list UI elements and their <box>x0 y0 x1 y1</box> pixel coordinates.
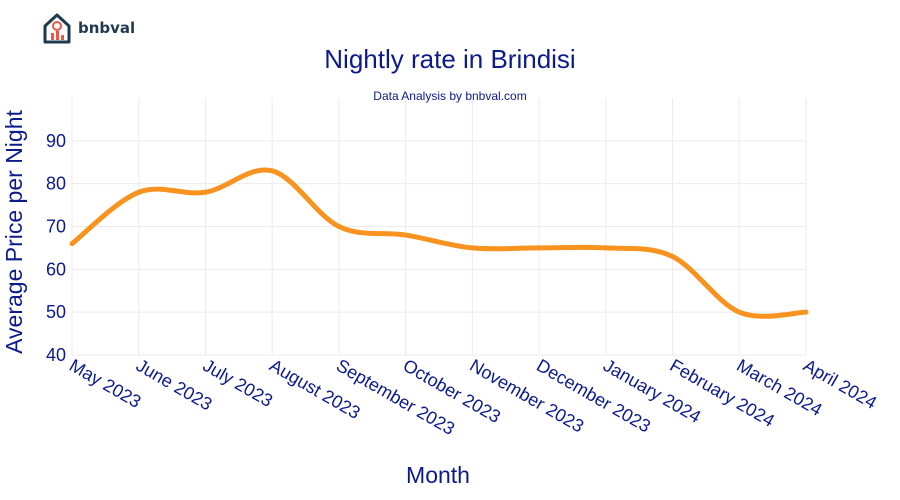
x-tick-label: May 2023 <box>66 355 144 412</box>
y-tick-label: 90 <box>46 131 66 151</box>
data-point <box>70 241 75 246</box>
brand-logo: bnbval <box>42 12 135 44</box>
data-point <box>270 168 275 173</box>
y-tick-label: 80 <box>46 174 66 194</box>
series-line <box>69 167 809 319</box>
data-point <box>336 224 341 229</box>
y-tick-label: 70 <box>46 217 66 237</box>
data-point <box>537 245 542 250</box>
brand-name: bnbval <box>78 19 136 37</box>
data-point <box>403 233 408 238</box>
x-tick-label: June 2023 <box>133 355 216 414</box>
chart-title: Nightly rate in Brindisi <box>324 44 576 74</box>
x-tick-label: December 2023 <box>533 355 654 436</box>
house-chart-icon <box>43 13 71 44</box>
data-point <box>804 310 809 315</box>
y-tick-label: 50 <box>46 302 66 322</box>
data-point <box>737 310 742 315</box>
series-layer <box>69 167 809 319</box>
data-point <box>670 254 675 259</box>
x-tick-label: November 2023 <box>466 355 587 436</box>
data-point <box>136 190 141 195</box>
x-axis-title: Month <box>406 462 470 488</box>
y-tick-label: 60 <box>46 259 66 279</box>
y-tick-label: 40 <box>46 345 66 365</box>
data-point <box>470 245 475 250</box>
y-axis-ticks: 40 50 60 70 80 90 <box>46 131 66 365</box>
grid-layer <box>71 98 807 356</box>
y-axis-title: Average Price per Night <box>1 110 27 354</box>
x-tick-label: September 2023 <box>333 355 458 439</box>
data-point <box>603 245 608 250</box>
data-point <box>203 190 208 195</box>
chart-subtitle: Data Analysis by bnbval.com <box>373 89 527 103</box>
